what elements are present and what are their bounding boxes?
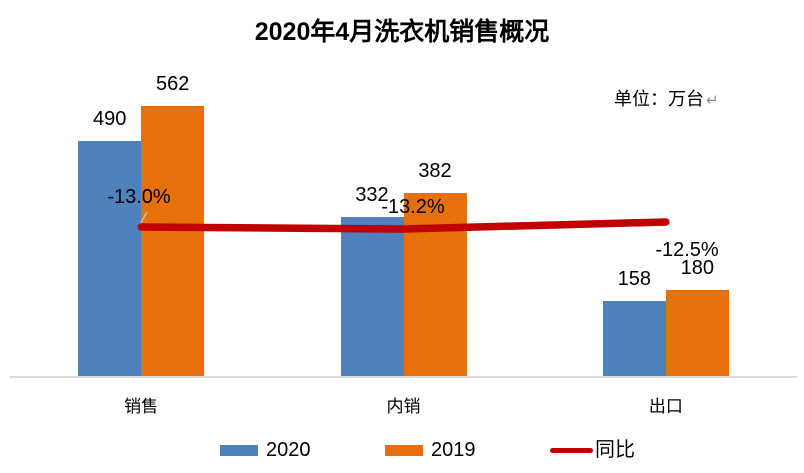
bar-value-label-2020-出口: 158	[617, 268, 652, 290]
bar-2020-内销	[340, 217, 404, 377]
bar-2019-出口	[665, 290, 729, 377]
bar-value-label-2020-销售: 490	[92, 108, 127, 130]
bar-value-label-2020-内销: 332	[355, 184, 389, 206]
chart-title: 2020年4月洗衣机销售概况	[254, 18, 550, 46]
bar-value-label-2019-内销: 382	[418, 160, 452, 182]
yoy-point-label-销售: -13.0%	[107, 186, 171, 208]
bar-2019-销售	[141, 106, 205, 377]
yoy-point-label-内销: -13.2%	[381, 196, 445, 218]
unit-label-text: 单位：万台	[614, 89, 704, 109]
bar-2020-出口	[602, 301, 666, 377]
legend-item-2019: 2019	[385, 438, 476, 462]
bar-2020-销售	[78, 141, 142, 377]
legend-label-2019: 2019	[431, 439, 476, 461]
legend-swatch-2019	[385, 444, 423, 456]
x-axis-label-内销: 内销	[386, 397, 421, 416]
legend-label-2020: 2020	[266, 439, 311, 461]
legend-swatch-yoy-line	[550, 447, 593, 453]
bar-value-label-2019-出口: 180	[680, 257, 715, 279]
yoy-point-label-出口: -12.5%	[655, 239, 719, 261]
x-axis-line	[10, 376, 797, 378]
unit-label: 单位：万台 ↵	[614, 85, 719, 111]
x-axis-label-销售: 销售	[124, 397, 159, 416]
legend-label-yoy: 同比	[595, 439, 635, 461]
bar-2019-内销	[403, 193, 467, 377]
x-axis-label-出口: 出口	[648, 397, 683, 416]
legend-item-yoy: 同比	[550, 438, 635, 462]
legend-item-2020: 2020	[220, 438, 311, 462]
bar-value-label-2019-销售: 562	[155, 73, 190, 95]
legend-swatch-2020	[220, 444, 258, 456]
paragraph-mark-icon: ↵	[706, 92, 719, 109]
